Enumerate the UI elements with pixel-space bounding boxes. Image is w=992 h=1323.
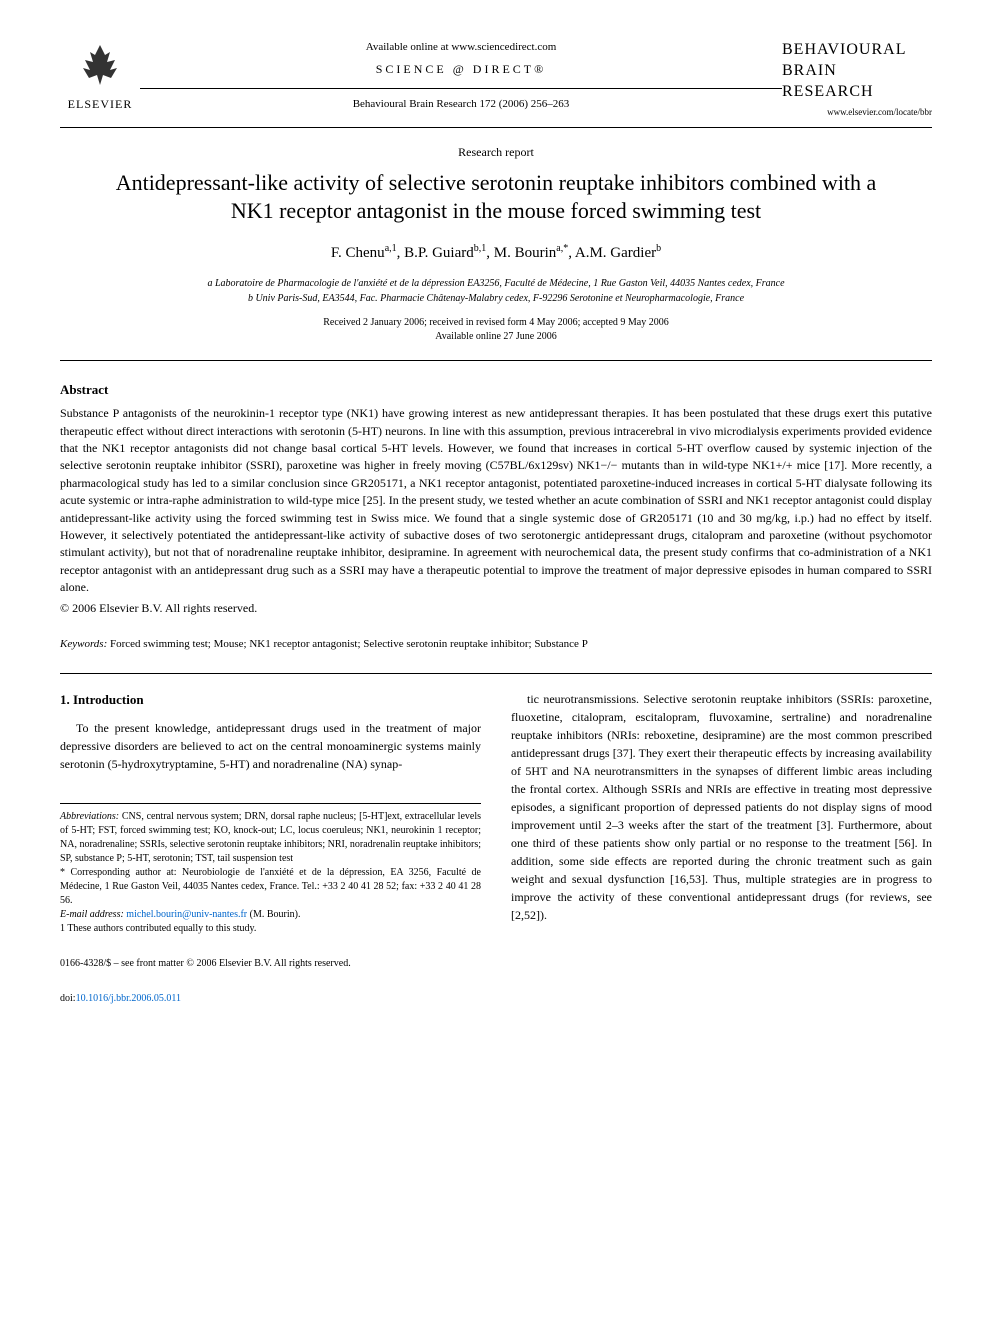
abstract-divider-top xyxy=(60,360,932,361)
publisher-logo: ELSEVIER xyxy=(60,40,140,113)
abbreviations: Abbreviations: CNS, central nervous syst… xyxy=(60,810,481,866)
author-3-sup: a,* xyxy=(556,243,568,254)
email-line: E-mail address: michel.bourin@univ-nante… xyxy=(60,908,481,922)
affiliation-a: a Laboratoire de Pharmacologie de l'anxi… xyxy=(60,276,932,291)
header-center: Available online at www.sciencedirect.co… xyxy=(140,40,782,113)
footnotes-block: Abbreviations: CNS, central nervous syst… xyxy=(60,803,481,936)
science-direct-logo: SCIENCE @ DIRECT® xyxy=(140,61,782,78)
dates-received: Received 2 January 2006; received in rev… xyxy=(60,316,932,330)
journal-title-line3: RESEARCH xyxy=(782,82,932,103)
footer-doi-line: doi:10.1016/j.bbr.2006.05.011 xyxy=(60,991,481,1006)
abstract-heading: Abstract xyxy=(60,381,932,399)
affiliations: a Laboratoire de Pharmacologie de l'anxi… xyxy=(60,276,932,306)
abstract-text: Substance P antagonists of the neurokini… xyxy=(60,405,932,596)
header-divider-bottom xyxy=(60,127,932,128)
journal-logo-block: BEHAVIOURAL BRAIN RESEARCH www.elsevier.… xyxy=(782,40,932,119)
header-divider-top xyxy=(140,88,782,89)
author-2-sup: b,1 xyxy=(474,243,487,254)
journal-url: www.elsevier.com/locate/bbr xyxy=(782,106,932,119)
journal-header: ELSEVIER Available online at www.science… xyxy=(60,40,932,119)
journal-citation: Behavioural Brain Research 172 (2006) 25… xyxy=(140,97,782,112)
doi-label: doi: xyxy=(60,993,76,1004)
affiliation-b: b Univ Paris-Sud, EA3544, Fac. Pharmacie… xyxy=(60,291,932,306)
doi-link[interactable]: 10.1016/j.bbr.2006.05.011 xyxy=(76,993,181,1004)
available-online-text: Available online at www.sciencedirect.co… xyxy=(140,40,782,55)
email-address[interactable]: michel.bourin@univ-nantes.fr xyxy=(126,909,247,920)
author-2: B.P. Guiard xyxy=(404,245,474,261)
intro-paragraph-left: To the present knowledge, antidepressant… xyxy=(60,719,481,773)
keywords-label: Keywords: xyxy=(60,638,107,650)
elsevier-tree-icon xyxy=(60,40,140,96)
column-right: tic neurotransmissions. Selective seroto… xyxy=(511,690,932,1007)
keywords-text: Forced swimming test; Mouse; NK1 recepto… xyxy=(110,638,588,650)
author-4-sup: b xyxy=(656,243,661,254)
keywords-divider xyxy=(60,673,932,674)
column-left: 1. Introduction To the present knowledge… xyxy=(60,690,481,1007)
intro-paragraph-right: tic neurotransmissions. Selective seroto… xyxy=(511,690,932,924)
publisher-name: ELSEVIER xyxy=(60,96,140,113)
article-dates: Received 2 January 2006; received in rev… xyxy=(60,316,932,344)
intro-heading: 1. Introduction xyxy=(60,690,481,710)
corresponding-author: * Corresponding author at: Neurobiologie… xyxy=(60,866,481,908)
author-4: A.M. Gardier xyxy=(575,245,656,261)
dates-online: Available online 27 June 2006 xyxy=(60,330,932,344)
footer-issn: 0166-4328/$ – see front matter © 2006 El… xyxy=(60,956,481,971)
body-columns: 1. Introduction To the present knowledge… xyxy=(60,690,932,1007)
equal-contribution: 1 These authors contributed equally to t… xyxy=(60,922,481,936)
author-3: M. Bourin xyxy=(494,245,557,261)
email-suffix: (M. Bourin). xyxy=(250,909,301,920)
abbrev-text: CNS, central nervous system; DRN, dorsal… xyxy=(60,811,481,864)
author-1: F. Chenu xyxy=(331,245,385,261)
article-title: Antidepressant-like activity of selectiv… xyxy=(100,169,892,226)
email-label: E-mail address: xyxy=(60,909,124,920)
authors-line: F. Chenua,1, B.P. Guiardb,1, M. Bourina,… xyxy=(60,242,932,264)
article-type: Research report xyxy=(60,144,932,161)
abstract-body: Substance P antagonists of the neurokini… xyxy=(60,406,932,594)
author-1-sup: a,1 xyxy=(385,243,397,254)
journal-title: BEHAVIOURAL BRAIN RESEARCH xyxy=(782,40,932,102)
journal-title-line2: BRAIN xyxy=(782,61,932,82)
abstract-copyright: © 2006 Elsevier B.V. All rights reserved… xyxy=(60,600,932,617)
abbrev-label: Abbreviations: xyxy=(60,811,119,822)
abstract-section: Abstract Substance P antagonists of the … xyxy=(60,381,932,617)
journal-title-line1: BEHAVIOURAL xyxy=(782,40,932,61)
keywords-line: Keywords: Forced swimming test; Mouse; N… xyxy=(60,637,932,652)
